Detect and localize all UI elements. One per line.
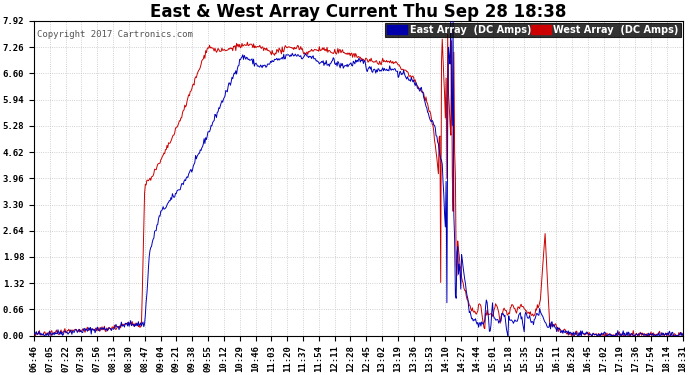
Legend: East Array  (DC Amps), West Array  (DC Amps): East Array (DC Amps), West Array (DC Amp… bbox=[385, 23, 681, 37]
Text: Copyright 2017 Cartronics.com: Copyright 2017 Cartronics.com bbox=[37, 30, 193, 39]
Title: East & West Array Current Thu Sep 28 18:38: East & West Array Current Thu Sep 28 18:… bbox=[150, 3, 566, 21]
